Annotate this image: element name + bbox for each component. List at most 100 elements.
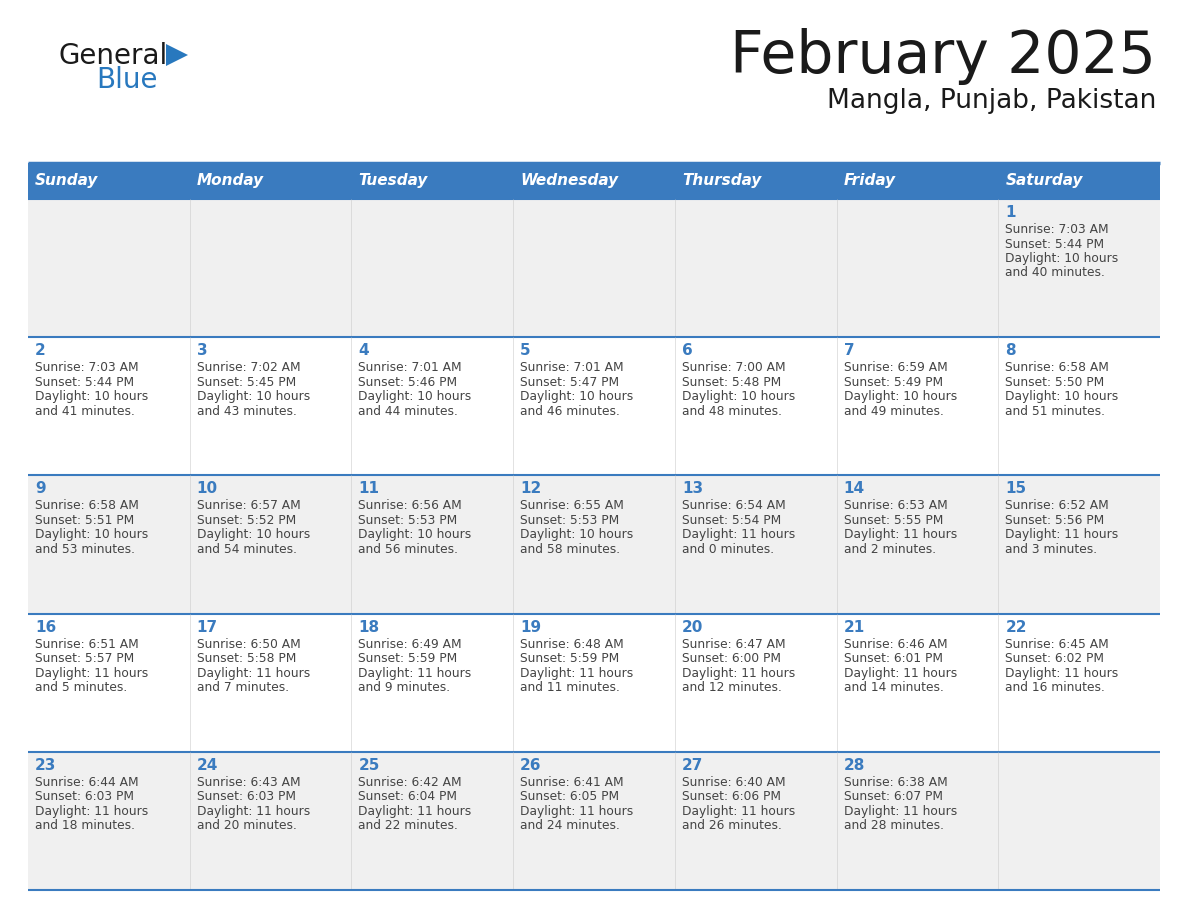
Bar	[998, 337, 1159, 476]
Text: Sunrise: 6:43 AM: Sunrise: 6:43 AM	[197, 776, 301, 789]
Bar	[513, 199, 675, 337]
Text: Sunset: 6:03 PM: Sunset: 6:03 PM	[34, 790, 134, 803]
Bar	[513, 337, 675, 476]
Bar	[836, 613, 998, 752]
Bar	[29, 199, 190, 337]
Text: February 2025: February 2025	[731, 28, 1156, 85]
Text: Sunset: 5:47 PM: Sunset: 5:47 PM	[520, 375, 619, 388]
Text: Daylight: 11 hours: Daylight: 11 hours	[197, 805, 310, 818]
Text: 5: 5	[520, 343, 531, 358]
Text: Sunset: 5:44 PM: Sunset: 5:44 PM	[1005, 238, 1105, 251]
Text: Daylight: 11 hours: Daylight: 11 hours	[682, 666, 795, 679]
Text: Sunset: 5:55 PM: Sunset: 5:55 PM	[843, 514, 943, 527]
Text: and 5 minutes.: and 5 minutes.	[34, 681, 127, 694]
Text: Sunset: 5:50 PM: Sunset: 5:50 PM	[1005, 375, 1105, 388]
Text: Daylight: 10 hours: Daylight: 10 hours	[34, 390, 148, 403]
Text: Sunset: 5:51 PM: Sunset: 5:51 PM	[34, 514, 134, 527]
Text: and 58 minutes.: and 58 minutes.	[520, 543, 620, 556]
Text: Daylight: 10 hours: Daylight: 10 hours	[34, 529, 148, 542]
Text: Sunrise: 6:44 AM: Sunrise: 6:44 AM	[34, 776, 139, 789]
Text: and 48 minutes.: and 48 minutes.	[682, 405, 782, 418]
Text: Daylight: 11 hours: Daylight: 11 hours	[682, 529, 795, 542]
Text: 22: 22	[1005, 620, 1026, 634]
Bar	[836, 337, 998, 476]
Text: Sunset: 5:52 PM: Sunset: 5:52 PM	[197, 514, 296, 527]
Text: and 41 minutes.: and 41 minutes.	[34, 405, 135, 418]
Text: Sunrise: 6:42 AM: Sunrise: 6:42 AM	[359, 776, 462, 789]
Text: 18: 18	[359, 620, 379, 634]
Bar	[675, 199, 836, 337]
Text: 28: 28	[843, 757, 865, 773]
Text: Sunset: 6:07 PM: Sunset: 6:07 PM	[843, 790, 942, 803]
Text: Daylight: 10 hours: Daylight: 10 hours	[843, 390, 956, 403]
Text: Sunrise: 7:03 AM: Sunrise: 7:03 AM	[34, 361, 139, 375]
Bar	[998, 476, 1159, 613]
Text: and 49 minutes.: and 49 minutes.	[843, 405, 943, 418]
Text: Sunrise: 6:40 AM: Sunrise: 6:40 AM	[682, 776, 785, 789]
Bar	[998, 752, 1159, 890]
Text: and 22 minutes.: and 22 minutes.	[359, 819, 459, 833]
Text: and 24 minutes.: and 24 minutes.	[520, 819, 620, 833]
Bar	[675, 752, 836, 890]
Text: Sunrise: 6:58 AM: Sunrise: 6:58 AM	[1005, 361, 1110, 375]
Bar	[190, 337, 352, 476]
Text: General: General	[58, 42, 168, 70]
Text: and 46 minutes.: and 46 minutes.	[520, 405, 620, 418]
Text: Daylight: 11 hours: Daylight: 11 hours	[359, 805, 472, 818]
Text: and 3 minutes.: and 3 minutes.	[1005, 543, 1098, 556]
Text: and 18 minutes.: and 18 minutes.	[34, 819, 135, 833]
Text: 1: 1	[1005, 205, 1016, 220]
Bar	[190, 476, 352, 613]
Text: 13: 13	[682, 481, 703, 497]
Text: Sunset: 5:45 PM: Sunset: 5:45 PM	[197, 375, 296, 388]
Text: 21: 21	[843, 620, 865, 634]
Text: Mangla, Punjab, Pakistan: Mangla, Punjab, Pakistan	[827, 88, 1156, 114]
Text: and 26 minutes.: and 26 minutes.	[682, 819, 782, 833]
Text: Sunset: 5:54 PM: Sunset: 5:54 PM	[682, 514, 781, 527]
Text: Daylight: 10 hours: Daylight: 10 hours	[359, 529, 472, 542]
Text: and 0 minutes.: and 0 minutes.	[682, 543, 775, 556]
Text: 8: 8	[1005, 343, 1016, 358]
Bar	[29, 752, 190, 890]
Text: Sunset: 5:53 PM: Sunset: 5:53 PM	[520, 514, 619, 527]
Text: Sunset: 6:05 PM: Sunset: 6:05 PM	[520, 790, 619, 803]
Text: 25: 25	[359, 757, 380, 773]
Text: Daylight: 10 hours: Daylight: 10 hours	[520, 390, 633, 403]
Bar	[998, 199, 1159, 337]
Text: and 51 minutes.: and 51 minutes.	[1005, 405, 1105, 418]
Bar	[352, 752, 513, 890]
Bar	[190, 752, 352, 890]
Text: Sunset: 5:48 PM: Sunset: 5:48 PM	[682, 375, 781, 388]
Text: Sunset: 5:53 PM: Sunset: 5:53 PM	[359, 514, 457, 527]
Text: Daylight: 11 hours: Daylight: 11 hours	[843, 529, 956, 542]
Text: Sunrise: 6:48 AM: Sunrise: 6:48 AM	[520, 638, 624, 651]
Text: Sunset: 6:00 PM: Sunset: 6:00 PM	[682, 652, 781, 666]
Text: Sunset: 5:59 PM: Sunset: 5:59 PM	[520, 652, 619, 666]
Bar	[352, 199, 513, 337]
Text: 4: 4	[359, 343, 369, 358]
Bar	[513, 613, 675, 752]
Text: Sunset: 6:03 PM: Sunset: 6:03 PM	[197, 790, 296, 803]
Text: Sunrise: 7:00 AM: Sunrise: 7:00 AM	[682, 361, 785, 375]
Text: Tuesday: Tuesday	[359, 174, 428, 188]
Bar	[836, 199, 998, 337]
Text: Sunrise: 6:59 AM: Sunrise: 6:59 AM	[843, 361, 947, 375]
Text: Sunrise: 6:49 AM: Sunrise: 6:49 AM	[359, 638, 462, 651]
Text: Sunrise: 6:51 AM: Sunrise: 6:51 AM	[34, 638, 139, 651]
Text: Sunrise: 6:46 AM: Sunrise: 6:46 AM	[843, 638, 947, 651]
Bar	[675, 476, 836, 613]
Text: Daylight: 10 hours: Daylight: 10 hours	[682, 390, 795, 403]
Text: 20: 20	[682, 620, 703, 634]
Text: Daylight: 11 hours: Daylight: 11 hours	[1005, 666, 1119, 679]
Text: and 28 minutes.: and 28 minutes.	[843, 819, 943, 833]
Text: Sunrise: 6:54 AM: Sunrise: 6:54 AM	[682, 499, 785, 512]
Text: Saturday: Saturday	[1005, 174, 1082, 188]
Text: 27: 27	[682, 757, 703, 773]
Bar	[513, 476, 675, 613]
Text: Sunday: Sunday	[34, 174, 99, 188]
Text: Daylight: 10 hours: Daylight: 10 hours	[197, 529, 310, 542]
Text: 14: 14	[843, 481, 865, 497]
Text: Daylight: 10 hours: Daylight: 10 hours	[1005, 390, 1119, 403]
Text: and 20 minutes.: and 20 minutes.	[197, 819, 297, 833]
Text: Daylight: 11 hours: Daylight: 11 hours	[34, 666, 148, 679]
